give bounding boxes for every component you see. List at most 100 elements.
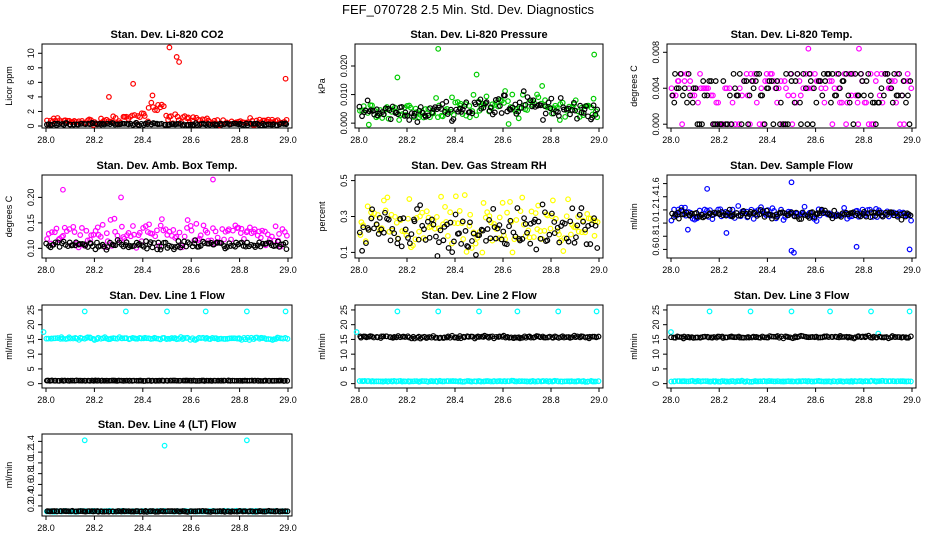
data-point — [840, 78, 847, 84]
data-point — [888, 85, 895, 92]
data-point — [864, 210, 871, 217]
data-point — [872, 78, 879, 84]
data-point — [906, 121, 913, 128]
data-points — [40, 308, 291, 384]
data-point — [761, 121, 768, 128]
data-point — [539, 201, 546, 208]
data-point — [281, 377, 288, 384]
x-tick-label: 28.0 — [350, 395, 368, 405]
y-tick-label: 0.6 — [26, 478, 36, 491]
data-point — [473, 252, 479, 258]
data-point — [539, 333, 546, 340]
data-point — [498, 236, 505, 243]
data-point — [283, 246, 290, 253]
data-point — [898, 216, 905, 223]
data-point — [872, 121, 879, 128]
data-point — [44, 236, 51, 242]
data-point — [500, 228, 507, 235]
data-point — [433, 214, 440, 220]
data-point — [863, 78, 870, 84]
data-point — [401, 112, 408, 119]
data-point — [58, 233, 65, 240]
data-point — [569, 107, 576, 113]
data-point — [702, 378, 709, 385]
data-point — [456, 230, 462, 237]
data-point — [726, 206, 733, 213]
data-point — [819, 92, 826, 99]
data-point — [735, 203, 742, 209]
chart-title: Stan. Dev. Line 1 Flow — [109, 290, 225, 302]
data-point — [878, 212, 885, 219]
data-point — [589, 111, 596, 118]
data-point — [822, 78, 829, 84]
data-point — [671, 99, 678, 106]
data-point — [907, 78, 914, 84]
data-point — [65, 508, 72, 515]
data-point — [515, 115, 522, 122]
data-point — [360, 222, 366, 228]
data-point — [592, 111, 599, 118]
data-point — [515, 334, 522, 341]
data-point — [556, 239, 563, 246]
data-point — [184, 377, 191, 384]
data-point — [380, 333, 387, 340]
data-point — [720, 212, 726, 219]
data-point — [138, 335, 145, 342]
data-point — [582, 378, 589, 385]
data-point — [193, 220, 200, 227]
data-points — [43, 44, 290, 129]
y-axis-label: percent — [317, 201, 327, 232]
data-points — [353, 308, 602, 385]
data-point — [170, 227, 177, 233]
data-point — [157, 246, 164, 253]
data-point — [735, 121, 742, 128]
data-point — [493, 333, 500, 340]
data-point — [377, 378, 384, 385]
data-point — [123, 377, 130, 384]
data-point — [905, 378, 912, 385]
data-point — [411, 218, 418, 225]
data-point — [259, 227, 266, 234]
data-point — [708, 92, 714, 99]
data-point — [783, 85, 789, 92]
x-tick-label: 28.2 — [710, 265, 728, 275]
data-point — [411, 110, 418, 117]
data-point — [251, 226, 258, 233]
x-tick-label: 29.0 — [279, 135, 297, 145]
data-point — [513, 378, 520, 385]
data-point — [437, 334, 444, 341]
y-tick-label: 6 — [26, 80, 36, 85]
data-point — [200, 222, 207, 229]
data-point — [750, 85, 757, 92]
data-point — [195, 237, 201, 244]
data-point — [527, 240, 534, 247]
y-tick-label: 20 — [339, 320, 349, 330]
data-point — [869, 99, 876, 106]
data-point — [759, 92, 766, 99]
data-point — [467, 211, 474, 218]
outlier-point — [122, 308, 129, 315]
data-point — [382, 209, 388, 216]
data-point — [519, 91, 526, 98]
data-point — [79, 224, 85, 231]
data-point — [361, 377, 368, 384]
data-point — [433, 95, 439, 101]
data-point — [867, 70, 874, 77]
data-point — [876, 99, 882, 106]
x-tick-label: 28.4 — [134, 523, 152, 533]
data-point — [859, 333, 866, 340]
data-points — [43, 176, 290, 253]
data-point — [162, 121, 169, 128]
data-point — [284, 508, 291, 515]
data-point — [356, 229, 363, 236]
data-point — [855, 92, 862, 99]
y-axis-label: kPa — [317, 78, 327, 94]
outlier-point — [81, 437, 88, 444]
data-point — [248, 377, 255, 384]
data-point — [502, 92, 508, 99]
data-point — [736, 334, 743, 341]
x-tick-label: 28.8 — [542, 395, 560, 405]
data-point — [733, 334, 739, 341]
y-tick-label: 15 — [339, 334, 349, 344]
data-point — [480, 200, 487, 206]
